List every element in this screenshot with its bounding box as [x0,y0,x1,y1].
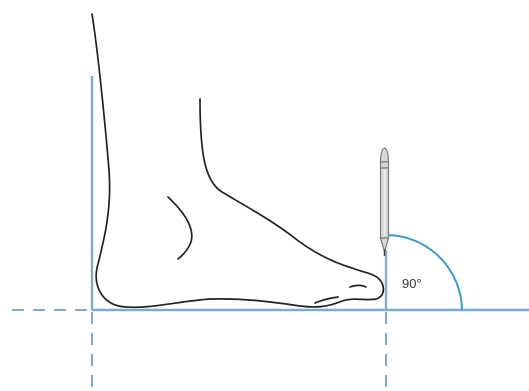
toe-crease-2 [349,284,367,288]
ankle-bone [167,196,193,260]
pencil-icon [379,147,390,256]
reference-lines [12,76,529,388]
angle-arc [385,234,463,311]
toe-crease-1 [314,296,339,304]
pencil-cap [379,147,390,163]
foot-outline [91,13,385,309]
right-angle-indicator: 90° [385,234,463,311]
pencil-ferrule [379,161,390,169]
angle-label: 90° [402,276,422,291]
foot-back-and-sole [91,13,385,309]
pencil-tip [379,237,390,255]
